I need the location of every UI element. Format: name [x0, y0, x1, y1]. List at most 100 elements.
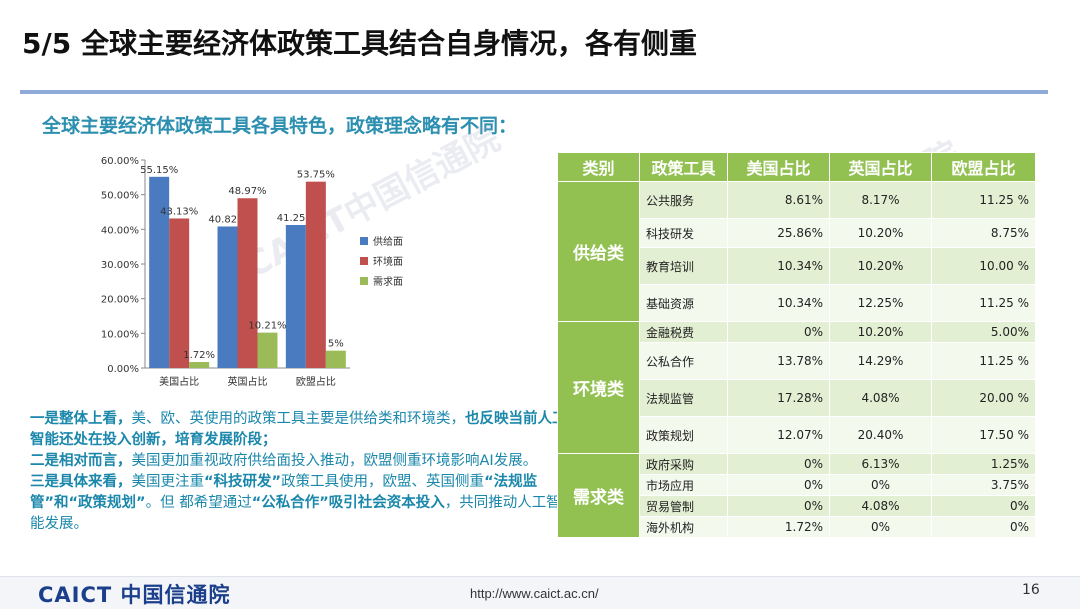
uk-share: 0%: [829, 474, 932, 496]
table-header-row: 类别 政策工具 美国占比 英国占比 欧盟占比: [557, 152, 1036, 182]
eu-share: 1.25%: [931, 453, 1036, 475]
summary-point-2: 二是相对而言，美国更加重视政府供给面投入推动，欧盟侧重环境影响AI发展。: [30, 453, 538, 469]
data-label: 5%: [328, 339, 344, 350]
data-label: 53.75%: [297, 170, 335, 181]
eu-share: 11.25 %: [931, 284, 1036, 322]
uk-share: 6.13%: [829, 453, 932, 475]
y-tick-label: 50.00%: [101, 191, 139, 202]
table-row: 海外机构 1.72% 0% 0%: [558, 516, 1036, 538]
uk-share: 0%: [829, 516, 932, 538]
tool-name: 市场应用: [639, 474, 728, 496]
y-tick-label: 30.00%: [101, 260, 139, 271]
table-header: 政策工具: [639, 152, 728, 182]
data-label: 40.82%: [208, 214, 246, 225]
data-label: 1.72%: [183, 350, 215, 361]
tool-name: 海外机构: [639, 516, 728, 538]
bar: [149, 176, 170, 368]
table-row: 法规监管 17.28% 4.08% 20.00 %: [558, 379, 1036, 417]
policy-tools-table: 类别 政策工具 美国占比 英国占比 欧盟占比 供给类 公共服务 8.61% 8.…: [557, 152, 1036, 538]
eu-share: 3.75%: [931, 474, 1036, 496]
data-label: 41.25%: [277, 213, 315, 224]
tool-name: 政策规划: [639, 416, 728, 454]
category-supply: 供给类: [557, 181, 640, 322]
us-share: 17.28%: [727, 379, 830, 417]
table-row: 科技研发 25.86% 10.20% 8.75%: [558, 218, 1036, 248]
table-header: 英国占比: [829, 152, 932, 182]
page-number: 16: [1022, 582, 1040, 598]
footer-bar: [0, 576, 1080, 609]
bar: [169, 218, 190, 368]
y-tick-label: 40.00%: [101, 225, 139, 236]
uk-share: 20.40%: [829, 416, 932, 454]
us-share: 8.61%: [727, 181, 830, 219]
table-header: 欧盟占比: [931, 152, 1036, 182]
tool-name: 政府采购: [639, 453, 728, 475]
tool-name: 公私合作: [639, 342, 728, 380]
legend-label: 需求面: [373, 276, 403, 288]
us-share: 12.07%: [727, 416, 830, 454]
tool-name: 公共服务: [639, 181, 728, 219]
bar: [305, 181, 326, 368]
uk-share: 10.20%: [829, 218, 932, 248]
table-row: 市场应用 0% 0% 3.75%: [558, 474, 1036, 496]
eu-share: 0%: [931, 495, 1036, 517]
y-tick-label: 20.00%: [101, 295, 139, 306]
eu-share: 11.25 %: [931, 181, 1036, 219]
uk-share: 10.20%: [829, 321, 932, 343]
x-tick-label: 欧盟占比: [296, 375, 336, 388]
us-share: 0%: [727, 474, 830, 496]
bar: [325, 350, 346, 368]
us-share: 13.78%: [727, 342, 830, 380]
bar: [237, 198, 258, 368]
table-row: 供给类 公共服务 8.61% 8.17% 11.25 %: [557, 181, 1036, 322]
slide-title: 5/5 全球主要经济体政策工具结合自身情况，各有侧重: [22, 27, 697, 60]
y-tick-label: 0.00%: [107, 364, 139, 375]
slide-subtitle: 全球主要经济体政策工具各具特色，政策理念略有不同：: [42, 115, 518, 137]
data-label: 48.97%: [228, 186, 266, 197]
tool-name: 教育培训: [639, 247, 728, 285]
eu-share: 5.00%: [931, 321, 1036, 343]
us-share: 0%: [727, 321, 830, 343]
y-tick-label: 60.00%: [101, 156, 139, 167]
us-share: 0%: [727, 453, 830, 475]
legend-label: 环境面: [373, 255, 403, 268]
uk-share: 12.25%: [829, 284, 932, 322]
x-tick-label: 美国占比: [159, 375, 199, 388]
tool-name: 贸易管制: [639, 495, 728, 517]
policy-tool-bar-chart: 0.00% 10.00% 20.00% 30.00% 40.00% 50.00% 60.00…: [95, 150, 515, 395]
table-row: 需求类 政府采购 0% 6.13% 1.25%: [557, 453, 1036, 538]
y-tick-label: 10.00%: [101, 329, 139, 340]
data-label: 43.13%: [160, 206, 198, 217]
bar: [257, 332, 278, 368]
uk-share: 8.17%: [829, 181, 932, 219]
category-environment: 环境类: [557, 321, 640, 454]
eu-share: 11.25 %: [931, 342, 1036, 380]
tool-name: 科技研发: [639, 218, 728, 248]
uk-share: 10.20%: [829, 247, 932, 285]
uk-share: 4.08%: [829, 495, 932, 517]
summary-text: 一是整体上看，美、欧、英使用的政策工具主要是供给类和环境类，也反映当前人工智能还…: [30, 409, 570, 535]
table-row: 环境类 金融税费 0% 10.20% 5.00%: [557, 321, 1036, 454]
bar: [189, 362, 210, 368]
table-row: 基础资源 10.34% 12.25% 11.25 %: [558, 284, 1036, 322]
uk-share: 4.08%: [829, 379, 932, 417]
tool-name: 金融税费: [639, 321, 728, 343]
eu-share: 17.50 %: [931, 416, 1036, 454]
us-share: 25.86%: [727, 218, 830, 248]
legend-swatch: [360, 277, 368, 285]
us-share: 10.34%: [727, 247, 830, 285]
caict-logo: CAICT 中国信通院: [38, 583, 231, 607]
footer-url[interactable]: http://www.caict.ac.cn/: [470, 586, 599, 601]
legend-swatch: [360, 237, 368, 245]
us-share: 0%: [727, 495, 830, 517]
eu-share: 10.00 %: [931, 247, 1036, 285]
summary-point-3: 三是具体来看，美国更注重“科技研发”政策工具使用，欧盟、英国侧重“法规监管”和“…: [30, 474, 561, 532]
eu-share: 8.75%: [931, 218, 1036, 248]
us-share: 10.34%: [727, 284, 830, 322]
table-row: 贸易管制 0% 4.08% 0%: [558, 495, 1036, 517]
category-demand: 需求类: [557, 453, 640, 538]
data-label: 10.21%: [248, 321, 286, 332]
legend-label: 供给面: [373, 235, 403, 248]
us-share: 1.72%: [727, 516, 830, 538]
data-label: 55.15%: [140, 165, 178, 176]
